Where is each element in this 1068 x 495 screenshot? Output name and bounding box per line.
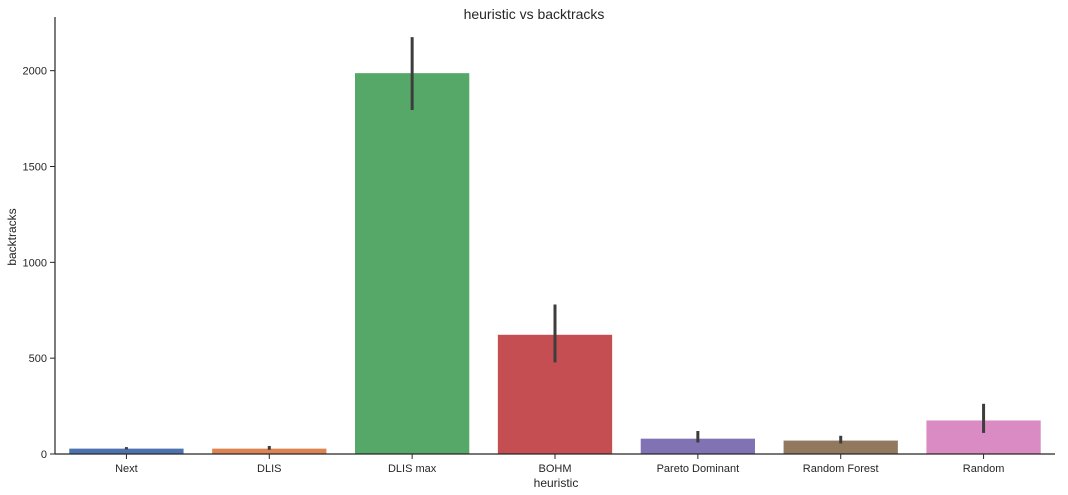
x-tick-label: Next (115, 463, 138, 475)
y-tick-label: 500 (29, 353, 47, 365)
x-tick-label: BOHM (539, 463, 572, 475)
y-tick-label: 1000 (23, 257, 47, 269)
y-axis: 0 500 1000 1500 2000 (23, 17, 56, 461)
chart-title: heuristic vs backtracks (464, 6, 605, 22)
x-tick-label: Pareto Dominant (657, 463, 740, 475)
bar-dlis (212, 448, 327, 454)
bar-pareto-dominant (640, 438, 755, 454)
x-tick-label: Random (963, 463, 1005, 475)
y-tick-label: 1500 (23, 162, 47, 174)
bar-random-forest (783, 440, 898, 454)
x-axis-label: heuristic (534, 476, 579, 490)
x-tick-label: DLIS max (388, 463, 437, 475)
x-tick-label: DLIS (257, 463, 281, 475)
bars-group (69, 73, 1041, 455)
x-tick-label: Random Forest (803, 463, 879, 475)
y-axis-label: backtracks (5, 208, 19, 265)
y-tick-label: 0 (41, 449, 47, 461)
error-bars-group (124, 37, 986, 450)
bar-next (69, 448, 184, 454)
bar-dlis-max (355, 73, 470, 455)
x-axis: Next DLIS DLIS max BOHM Pareto Dominant Rando… (55, 453, 1055, 475)
y-tick-label: 2000 (23, 66, 47, 78)
